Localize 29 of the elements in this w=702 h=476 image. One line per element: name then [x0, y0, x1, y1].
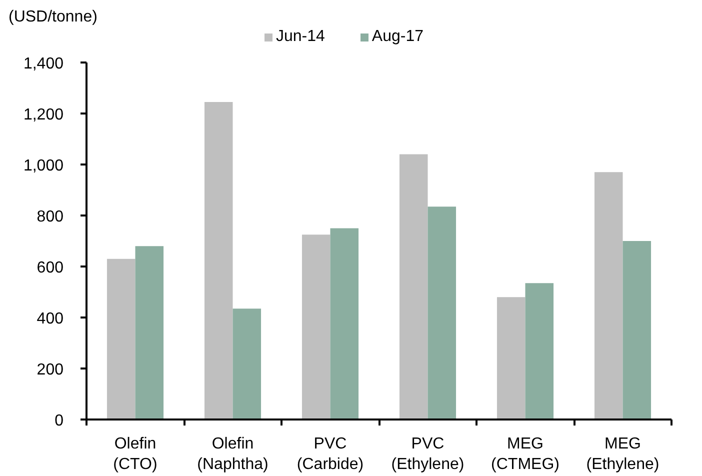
x-tick-label: MEG (CTMEG)	[491, 436, 560, 473]
y-tick-label: 800	[36, 208, 64, 226]
x-tick-label: MEG (Ethylene)	[586, 436, 660, 473]
bar	[622, 241, 652, 420]
legend-label: Jun-14	[276, 28, 325, 46]
bar	[135, 246, 164, 420]
bar	[428, 206, 456, 420]
bar	[399, 154, 428, 420]
y-tick-label: 400	[36, 310, 64, 328]
bar	[106, 258, 136, 420]
x-tick-label: PVC (Carbide)	[296, 436, 364, 473]
y-tick-label: 0	[54, 412, 64, 430]
bar	[302, 234, 330, 420]
bar	[232, 308, 262, 420]
y-tick-label: 200	[36, 362, 64, 378]
y-axis-title: (USD/tonne)	[8, 8, 98, 26]
bar	[525, 283, 554, 420]
y-tick-label: 1,000	[23, 158, 64, 174]
bar	[496, 297, 526, 420]
y-tick-label: 1,200	[23, 106, 64, 124]
x-tick-label: Olefin (Naphtha)	[197, 436, 268, 473]
y-tick-label: 600	[36, 260, 64, 276]
x-tick-label: Olefin (CTO)	[113, 436, 158, 473]
bar	[204, 102, 233, 420]
legend-label: Aug-17	[372, 28, 424, 46]
x-tick-label: PVC (Ethylene)	[391, 436, 464, 473]
bar	[330, 228, 359, 420]
bar	[594, 172, 623, 420]
y-tick-label: 1,400	[23, 56, 64, 72]
